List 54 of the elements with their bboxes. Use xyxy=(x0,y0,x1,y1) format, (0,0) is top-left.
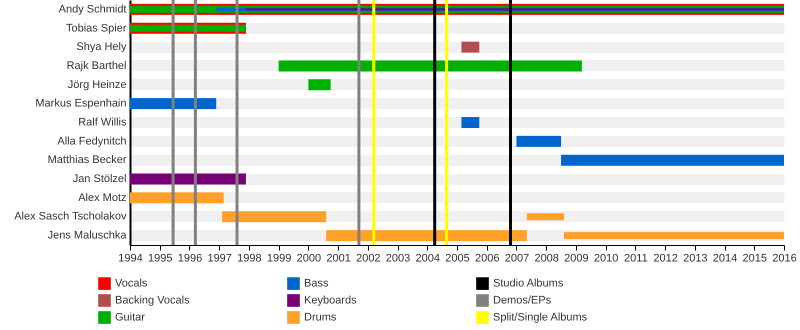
legend-label: Keyboards xyxy=(304,294,358,306)
bar xyxy=(130,98,216,110)
bar xyxy=(526,213,564,220)
y-tick-label: Markus Espenhain xyxy=(35,98,126,110)
legend-label: Demos/EPs xyxy=(493,294,552,306)
bar xyxy=(222,211,326,222)
y-tick-label: Alex Motz xyxy=(78,192,126,204)
legend-label: Studio Albums xyxy=(493,278,564,290)
x-tick-label: 2002 xyxy=(356,252,381,264)
x-tick-label: 2003 xyxy=(386,252,410,264)
x-tick-label: 2001 xyxy=(326,252,351,264)
x-tick-label: 2016 xyxy=(772,252,797,264)
legend-label: Vocals xyxy=(115,278,148,290)
bar xyxy=(564,232,784,240)
x-tick-label: 2006 xyxy=(474,252,500,264)
x-tick-label: 2007 xyxy=(504,252,530,264)
x-tick-label: 2004 xyxy=(416,252,440,264)
y-tick-label: Jörg Heinze xyxy=(68,78,126,91)
x-tick-label: 1997 xyxy=(207,252,232,264)
bar xyxy=(461,117,480,128)
x-tick-label: 2005 xyxy=(445,252,470,264)
y-tick-label: Rajk Barthel xyxy=(66,60,126,72)
x-tick-label: 2012 xyxy=(653,252,678,264)
legend-label: Backing Vocals xyxy=(115,294,190,306)
y-tick-label: Jens Maluschka xyxy=(48,230,128,242)
y-tick-label: Jan Stölzel xyxy=(72,173,126,186)
y-tick-label: Shya Hely xyxy=(76,41,127,54)
y-tick-label: Matthias Becker xyxy=(48,154,127,166)
x-tick-label: 1999 xyxy=(266,252,292,264)
y-tick-label: Alex Sasch Tscholakov xyxy=(14,210,127,223)
bar xyxy=(326,230,527,242)
bar xyxy=(516,136,562,147)
x-tick-label: 2008 xyxy=(534,252,559,264)
y-tick-label: Andy Schmidt xyxy=(58,3,126,16)
bar xyxy=(130,192,224,204)
legend-label: Split/Single Albums xyxy=(493,312,588,324)
x-tick-label: 1994 xyxy=(118,252,143,264)
x-tick-label: 2014 xyxy=(712,252,738,264)
x-tick-label: 2013 xyxy=(683,252,708,264)
x-tick-label: 1998 xyxy=(237,252,262,264)
x-tick-label: 1995 xyxy=(148,252,172,264)
bar xyxy=(461,42,480,53)
x-tick-label: 1996 xyxy=(178,252,202,264)
y-tick-label: Tobias Spier xyxy=(66,22,127,34)
x-tick-label: 2010 xyxy=(594,252,618,264)
legend-label: Bass xyxy=(304,278,329,290)
x-tick-label: 2009 xyxy=(564,252,589,264)
legend-label: Drums xyxy=(304,312,337,324)
x-tick-label: 2011 xyxy=(624,252,648,264)
y-tick-label: Ralf Willis xyxy=(78,116,127,128)
y-tick-label: Alla Fedynitch xyxy=(57,135,126,148)
legend-label: Guitar xyxy=(115,312,146,324)
x-tick-label: 2015 xyxy=(742,252,768,264)
x-tick-label: 2000 xyxy=(296,252,322,264)
